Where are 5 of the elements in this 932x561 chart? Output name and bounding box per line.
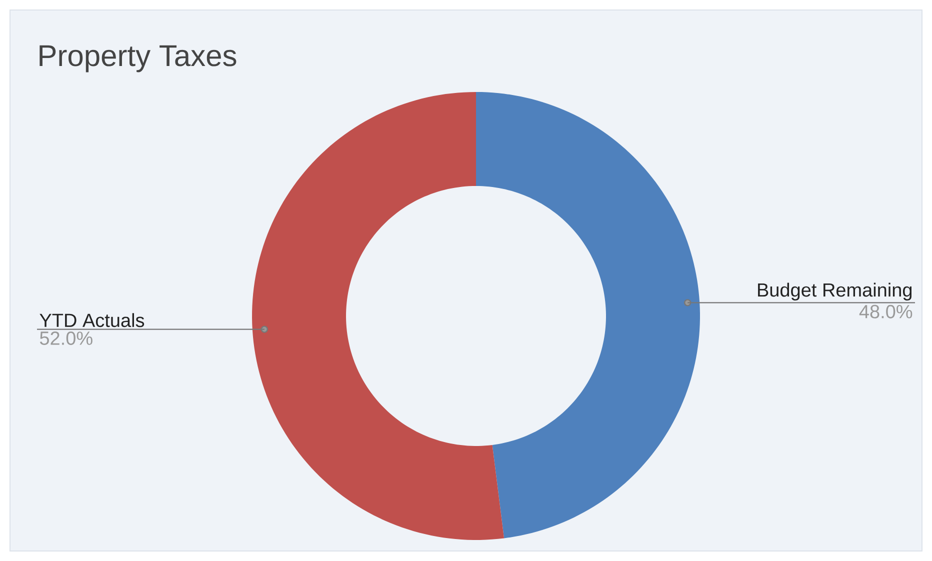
chart-title: Property Taxes [40, 45, 236, 72]
data-label: 48.0% [859, 304, 912, 318]
slice-label: Budget Remaining [758, 282, 912, 300]
data-label: 52.0% [40, 331, 92, 345]
slice-label: YTD Actuals [40, 313, 144, 328]
